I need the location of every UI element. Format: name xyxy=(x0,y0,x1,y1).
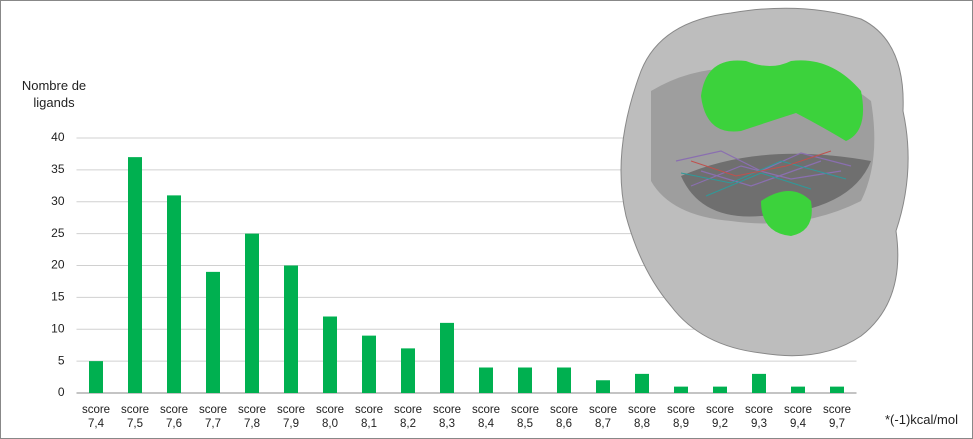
bar xyxy=(752,373,766,393)
bar xyxy=(323,316,337,393)
y-tick-label: 25 xyxy=(51,226,65,240)
x-tick-label: score 7,6 xyxy=(159,404,189,430)
bar xyxy=(362,335,376,393)
y-tick-label: 35 xyxy=(51,162,65,176)
x-tick-label: score 7,9 xyxy=(276,404,306,430)
bar xyxy=(128,157,142,393)
y-tick-label: 30 xyxy=(51,194,65,208)
bar xyxy=(89,361,103,393)
y-tick-label: 20 xyxy=(51,258,65,272)
x-tick-label: score 7,5 xyxy=(120,404,150,430)
bar xyxy=(635,373,649,393)
x-tick-label: score 9,3 xyxy=(744,404,774,430)
bar xyxy=(674,386,688,393)
x-tick-label: score 8,3 xyxy=(432,404,462,430)
x-tick-label: score 8,9 xyxy=(666,404,696,430)
bar xyxy=(596,380,610,393)
x-tick-label: score 8,4 xyxy=(471,404,501,430)
y-tick-label: 0 xyxy=(58,385,65,399)
y-tick-label: 5 xyxy=(58,353,65,367)
x-axis-label: *(-1)kcal/mol xyxy=(885,412,958,427)
x-tick-label: score 7,4 xyxy=(81,404,111,430)
bar xyxy=(245,233,259,393)
bar xyxy=(830,386,844,393)
x-tick-label: score 8,6 xyxy=(549,404,579,430)
x-tick-label: score 7,8 xyxy=(237,404,267,430)
y-tick-label: 40 xyxy=(51,130,65,144)
x-tick-label: score 8,1 xyxy=(354,404,384,430)
x-tick-label: score 8,7 xyxy=(588,404,618,430)
x-tick-label: score 9,7 xyxy=(822,404,852,430)
x-tick-label: score 8,0 xyxy=(315,404,345,430)
bar xyxy=(479,367,493,393)
bar xyxy=(557,367,571,393)
y-tick-label: 10 xyxy=(51,321,65,335)
x-tick-label: score 8,8 xyxy=(627,404,657,430)
x-tick-label: score 9,4 xyxy=(783,404,813,430)
bar xyxy=(713,386,727,393)
bar xyxy=(206,271,220,393)
x-tick-label: score 9,2 xyxy=(705,404,735,430)
bar xyxy=(401,348,415,393)
x-tick-label: score 7,7 xyxy=(198,404,228,430)
bar xyxy=(284,265,298,393)
bar xyxy=(518,367,532,393)
x-tick-label: score 8,2 xyxy=(393,404,423,430)
bar xyxy=(167,195,181,393)
bar xyxy=(440,322,454,393)
bar xyxy=(791,386,805,393)
x-tick-label: score 8,5 xyxy=(510,404,540,430)
y-tick-label: 15 xyxy=(51,290,65,304)
y-axis-label: Nombre de ligands xyxy=(21,78,87,110)
